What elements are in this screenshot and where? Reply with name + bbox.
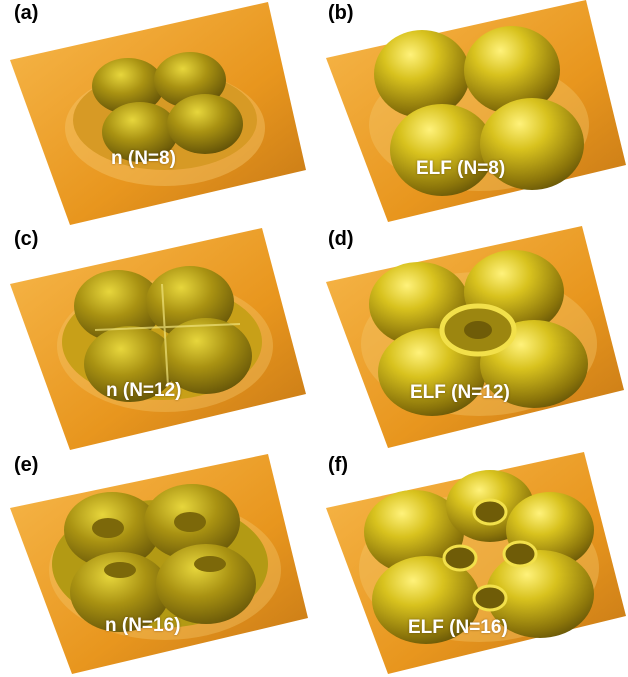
panel-b: (b) ELF (N=8) [314, 0, 628, 225]
panel-c: (c) n (N=12) [0, 226, 314, 451]
panel-d: (d) ELF (N=12) [314, 226, 628, 451]
density-surface-plot [10, 2, 306, 225]
panel-e: (e) n (N=16) [0, 452, 314, 677]
panel-label: (c) [14, 228, 39, 250]
panel-f: (f) ELF (N=16) [314, 452, 628, 677]
ridge-cross [94, 283, 241, 387]
panel-caption: n (N=12) [106, 380, 182, 401]
elf-surface-plot [326, 0, 626, 222]
panel-caption: n (N=16) [105, 615, 181, 636]
panel-label: (f) [328, 454, 348, 476]
elf-surface-plot [326, 226, 624, 448]
panel-caption: ELF (N=8) [416, 158, 506, 179]
central-dip [464, 321, 492, 339]
density-surface-plot [10, 454, 308, 674]
panel-a: (a) n (N=8) [0, 0, 314, 225]
panel-caption: ELF (N=16) [408, 617, 508, 638]
elf-surface-plot [326, 452, 626, 674]
panel-label: (a) [14, 2, 39, 24]
panel-label: (d) [328, 228, 354, 250]
density-lobes [74, 266, 252, 402]
panel-caption: n (N=8) [111, 148, 176, 169]
panel-label: (b) [328, 2, 354, 24]
lobe-dimples [92, 512, 226, 578]
panel-label: (e) [14, 454, 39, 476]
ring-holes [442, 498, 538, 612]
density-lobes [92, 52, 243, 162]
density-surface-plot [10, 228, 306, 450]
panel-caption: ELF (N=12) [410, 382, 510, 403]
elf-lobes [374, 26, 584, 196]
